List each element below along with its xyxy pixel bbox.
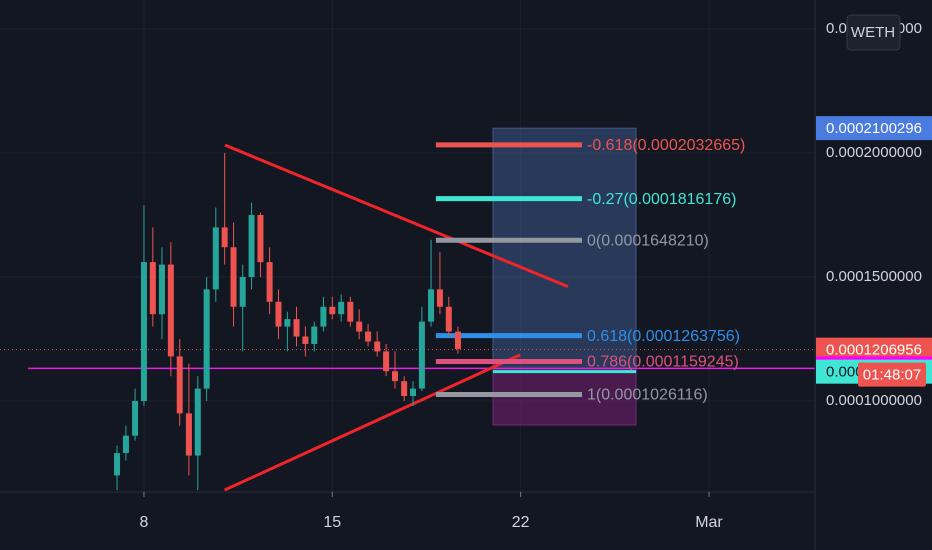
candle-body [114,453,121,476]
x-tick-label: 15 [323,514,341,531]
candle-body [284,319,291,327]
trend-line [224,143,569,289]
candle-body [293,319,300,337]
fib-level-label: 0(0.0001648210) [587,232,709,249]
candle-body [445,306,452,332]
x-tick-label: 8 [139,514,148,531]
candle-body [311,326,318,344]
candle-body [194,388,201,456]
y-tick-label: 0.0002000000 [826,144,922,161]
candle-body [347,301,354,322]
candle-body [185,413,192,456]
candle-body [320,306,327,327]
candle-body [338,301,345,315]
candle-body [140,262,147,401]
candle-body [428,289,435,322]
candle-body [356,321,363,332]
target-zone [492,127,637,373]
symbol-badge[interactable] [846,14,901,51]
fib-level-label: 1(0.0001026116) [587,387,708,404]
candle-body [257,215,264,263]
candle-body [212,227,219,290]
candle-body [149,262,156,315]
candle-body [383,351,390,372]
candle-body [410,388,417,397]
candle-body [418,321,425,389]
fib-level-label: -0.27(0.0001816176) [587,191,736,208]
candle-body [275,301,282,327]
candle-body [122,435,129,454]
symbol-label[interactable]: WETH [851,24,895,41]
candle-body [239,276,246,307]
candle-body [248,215,255,277]
candle-body [167,264,174,357]
price-label: 0.0001206956 [826,342,922,359]
candle-body [176,356,183,414]
candle-body [365,331,372,342]
candle-body [454,331,461,349]
candle-body [302,336,309,344]
labels-layer: -0.618(0.0002032665) -0.27(0.0001816176) 0… [587,14,932,404]
fib-level-label: 0.618(0.0001263756) [587,328,740,345]
candle-body [230,247,237,307]
fib-level-label: 0.786(0.0001159245) [587,354,739,371]
price-label: 0.0002100296 [826,120,922,137]
price-label-box [816,116,932,141]
countdown-box [858,362,926,387]
candle-body [329,306,336,315]
y-tick-label: 0.0001500000 [826,268,922,285]
x-tick-label: Mar [695,514,723,531]
drawings-layer [0,127,815,492]
candle-body [391,371,398,382]
candle-body [203,289,210,389]
countdown: 01:48:07 [863,367,921,384]
trend-line [224,353,521,492]
candle-body [158,264,165,315]
fib-level-label: -0.618(0.0002032665) [587,137,745,154]
stop-zone [492,371,637,426]
y-tick-label: 0.0001000000 [826,392,922,409]
x-tick-label: 22 [512,514,530,531]
candles-layer [114,153,461,491]
candle-body [266,262,273,302]
candle-body [436,289,443,307]
candle-body [132,400,139,436]
candle-body [221,227,228,248]
candle-body [374,341,381,352]
candle-body [401,381,408,397]
